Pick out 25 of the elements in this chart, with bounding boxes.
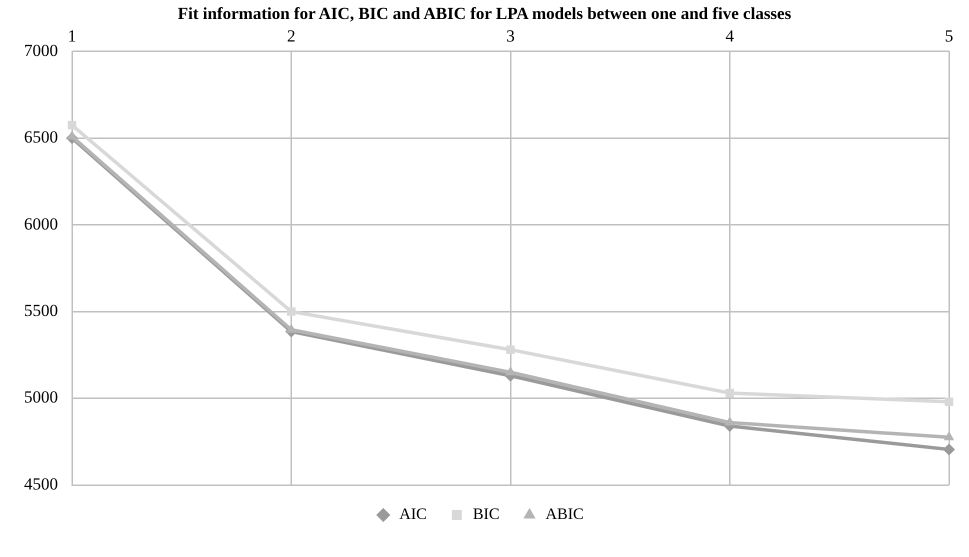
x-tick-label: 5 <box>944 26 954 46</box>
point <box>68 120 76 130</box>
y-tick-label: 6500 <box>24 128 58 147</box>
x-tick-label: 4 <box>726 26 734 46</box>
y-tick-label: 5000 <box>24 388 58 407</box>
y-tick-label: 5500 <box>24 301 58 320</box>
point <box>505 366 516 376</box>
point <box>726 388 734 398</box>
legend-label: AIC <box>399 506 427 524</box>
x-tick-label: 2 <box>287 26 296 46</box>
chart-title: Fit information for AIC, BIC and ABIC for LPA models between one and five classes <box>176 4 792 23</box>
x-tick-label: 3 <box>506 26 515 46</box>
point <box>286 324 296 333</box>
point <box>944 431 954 440</box>
x-tick-label: 1 <box>68 26 76 46</box>
point <box>724 416 735 426</box>
y-tick-label: 7000 <box>24 40 58 60</box>
legend-label: ABIC <box>546 506 584 524</box>
legend-label: BIC <box>472 506 500 524</box>
y-tick-label: 4500 <box>24 474 58 494</box>
point <box>506 345 515 354</box>
point <box>943 443 955 456</box>
y-tick-label: 6000 <box>24 214 58 234</box>
point <box>287 307 296 316</box>
point <box>944 398 954 406</box>
